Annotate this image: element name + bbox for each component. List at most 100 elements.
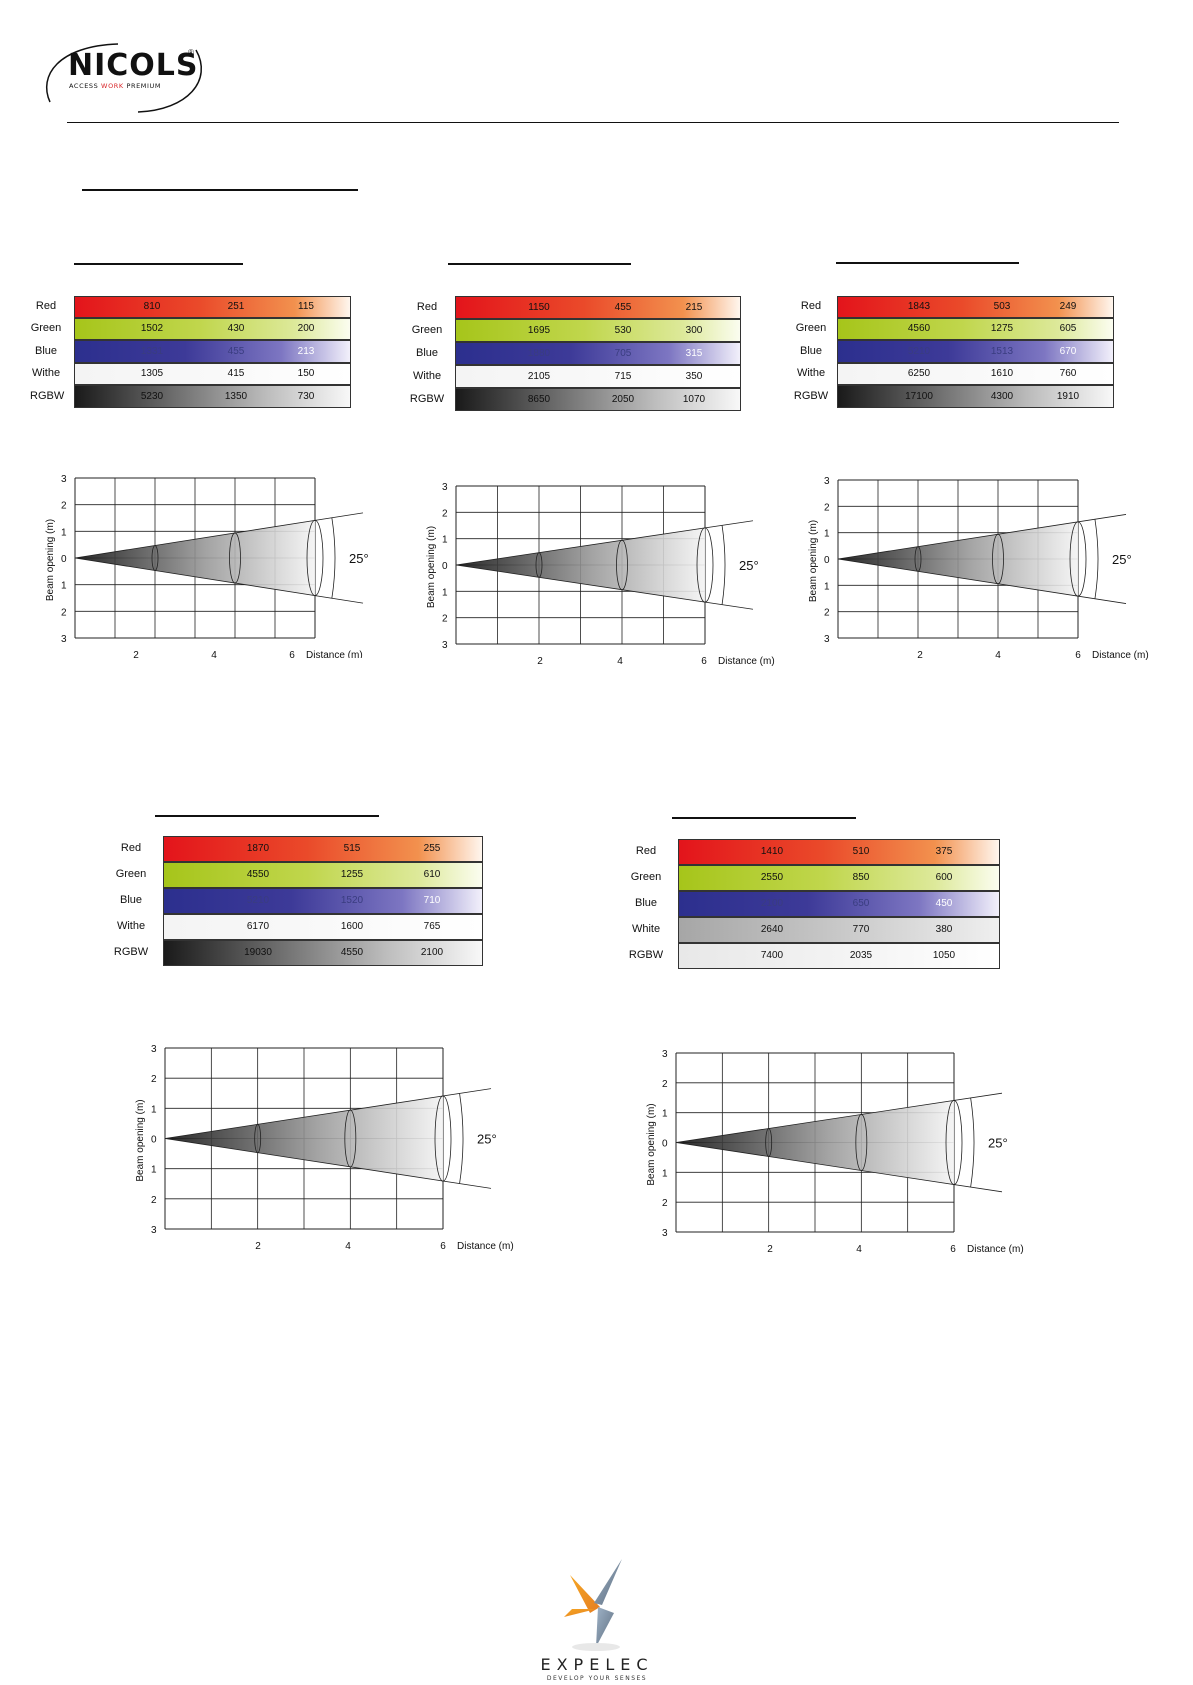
row-label: Withe: [31, 367, 61, 379]
section-title-rule: [82, 189, 358, 191]
beam-section: [344, 1109, 357, 1168]
lux-value: 300: [685, 325, 703, 336]
lux-value: 600: [935, 872, 953, 883]
x-tick-label: 2: [767, 1244, 773, 1255]
lux-value: 251: [227, 301, 245, 312]
x-tick-label: 4: [211, 650, 217, 658]
lux-value: 770: [852, 924, 870, 935]
lux-value: 1600: [340, 921, 364, 932]
lux-value: 1520: [340, 895, 364, 906]
y-tick-label: 2: [151, 1195, 157, 1206]
beam-chart-2: 25° 3 2 1 0 1 2 3 Beam opening (m) 2 4 6 Distance (m…: [410, 478, 790, 668]
x-tick-label: 4: [856, 1244, 862, 1255]
x-tick-label: 4: [995, 650, 1001, 660]
angle-arc: [1094, 519, 1099, 599]
x-tick-label: 6: [1075, 650, 1081, 660]
y-tick-label: 2: [442, 614, 448, 625]
beam-cone: [676, 1100, 954, 1185]
panel-3-title-rule: [836, 262, 1019, 264]
lux-value: 1255: [340, 869, 364, 880]
panel-2-title-rule: [448, 263, 631, 265]
row-label: Withe: [796, 367, 826, 379]
beam-chart-3: 25° 3 2 1 0 1 2 3 Beam opening (m) 2 4 6 Distance (m…: [792, 472, 1162, 660]
row-label: RGBW: [793, 389, 829, 402]
y-tick-label: 0: [442, 561, 448, 572]
x-axis-label: Distance (m): [718, 656, 775, 667]
expelec-star-icon: [564, 1559, 622, 1651]
y-tick-label: 1: [824, 581, 830, 592]
y-tick-label: 3: [824, 476, 830, 487]
nicols-logo: NICOLS ® ACCESS WORK PREMIUM: [38, 40, 218, 120]
lux-value: 4550: [246, 869, 270, 880]
lux-value: 530: [614, 325, 632, 336]
angle-arc: [331, 517, 336, 599]
row-label: Withe: [412, 369, 442, 382]
row-label: Blue: [34, 344, 58, 357]
beam-chart-svg: 25° 3 2 1 0 1 2 3 Beam opening (m) 2 4 6 Distance (m…: [808, 476, 1149, 660]
lux-value: 715: [614, 371, 632, 382]
beam-section: [1069, 521, 1087, 597]
y-tick-label: 2: [442, 508, 448, 519]
lux-value: 705: [614, 348, 632, 359]
lux-value: 455: [227, 346, 245, 357]
x-axis-label: Distance (m): [306, 650, 363, 658]
x-tick-label: 6: [289, 650, 295, 658]
beam-angle-label: 25°: [477, 1132, 497, 1147]
color-bar-blue: 5210 1513 670: [837, 340, 1114, 363]
lux-value: 1050: [932, 950, 956, 961]
lux-value: 2105: [527, 371, 551, 382]
lux-value: 510: [852, 846, 870, 857]
lux-value: 380: [935, 924, 953, 935]
y-tick-label: 3: [662, 1228, 668, 1239]
beam-cone: [456, 527, 705, 603]
x-tick-label: 6: [440, 1241, 446, 1252]
beam-section: [696, 527, 714, 603]
lux-value: 503: [993, 301, 1011, 312]
lux-value: 115: [298, 301, 314, 312]
row-label: RGBW: [30, 389, 65, 402]
lux-value: 213: [297, 346, 315, 357]
color-bar-rgbw: 17100 4300 1910: [837, 385, 1114, 408]
row-label: Green: [411, 323, 443, 336]
y-tick-label: 1: [662, 1168, 668, 1179]
row-label: Red: [800, 300, 822, 312]
y-tick-label: 1: [442, 535, 448, 546]
y-tick-label: 3: [442, 640, 448, 651]
expelec-wordmark: EXPELEC: [540, 1655, 654, 1674]
lux-value: 1610: [990, 368, 1014, 379]
x-axis-label: Distance (m): [967, 1244, 1024, 1255]
lux-value: 1870: [246, 843, 270, 854]
lux-value: 255: [423, 843, 441, 854]
x-tick-label: 2: [537, 656, 543, 667]
beam-edge-upper: [164, 1088, 492, 1139]
beam-angle-label: 25°: [739, 558, 759, 573]
lux-value: 5230: [140, 391, 164, 402]
row-label: RGBW: [409, 392, 445, 405]
lux-value: 249: [1059, 301, 1077, 312]
row-label: Withe: [116, 920, 146, 932]
panel-1-title-rule: [74, 263, 243, 265]
lux-value: 2035: [849, 950, 873, 961]
color-bar-red: 1870 515 255: [163, 836, 483, 862]
beam-section: [434, 1095, 452, 1182]
color-bar-green: 4550 1255 610: [163, 862, 483, 888]
color-bar-green: 1502 430 200: [74, 318, 351, 340]
beam-cone: [838, 521, 1078, 597]
row-label: Blue: [119, 894, 143, 906]
lux-value: 1843: [907, 301, 931, 312]
angle-arc: [721, 525, 726, 605]
lux-value: 6170: [246, 921, 270, 932]
angle-arc: [970, 1097, 975, 1188]
beam-chart-svg: 25° 3 2 1 0 1 2 3 Beam opening (m) 2 4 6 Distance (m…: [426, 482, 775, 667]
beam-section: [914, 546, 922, 572]
color-bar-rgbw: 19030 4550 2100: [163, 940, 483, 966]
lux-value: 1275: [990, 323, 1014, 334]
lux-value: 5210: [246, 895, 270, 906]
y-tick-label: 1: [61, 527, 67, 538]
lux-value: 1070: [682, 394, 706, 405]
row-label: Red: [635, 845, 657, 857]
beam-section: [151, 545, 159, 571]
lux-value: 4550: [340, 947, 364, 958]
color-bar-withe: 6250 1610 760: [837, 363, 1114, 385]
expelec-tagline: DEVELOP YOUR SENSES: [546, 1675, 648, 1682]
